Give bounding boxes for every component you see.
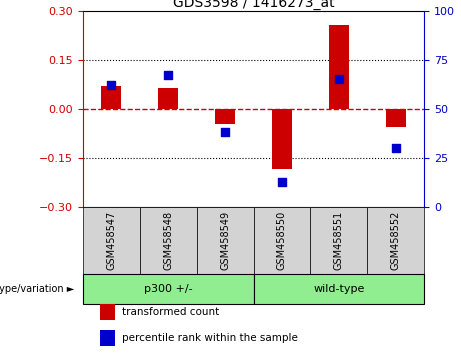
Bar: [254, 274, 424, 304]
Bar: [83, 274, 254, 304]
Bar: [100, 304, 115, 320]
Point: [278, 179, 286, 184]
Text: transformed count: transformed count: [122, 307, 219, 318]
Bar: [272, 109, 292, 170]
Text: GSM458547: GSM458547: [106, 210, 117, 270]
Point: [392, 145, 399, 151]
Bar: [197, 207, 254, 274]
Bar: [140, 207, 197, 274]
Point: [108, 82, 115, 88]
Text: GSM458549: GSM458549: [220, 210, 230, 270]
Text: GSM458548: GSM458548: [163, 210, 173, 270]
Text: p300 +/-: p300 +/-: [144, 284, 193, 295]
Title: GDS3598 / 1416273_at: GDS3598 / 1416273_at: [173, 0, 334, 10]
Point: [165, 73, 172, 78]
Bar: [83, 207, 140, 274]
Bar: [310, 207, 367, 274]
Bar: [100, 330, 115, 346]
Bar: [158, 87, 178, 109]
Bar: [101, 86, 121, 109]
Bar: [386, 109, 406, 127]
Bar: [329, 25, 349, 109]
Text: wild-type: wild-type: [313, 284, 365, 295]
Bar: [215, 109, 235, 124]
Text: GSM458551: GSM458551: [334, 210, 344, 270]
Point: [221, 130, 229, 135]
Text: percentile rank within the sample: percentile rank within the sample: [122, 333, 298, 343]
Text: GSM458552: GSM458552: [390, 210, 401, 270]
Bar: [367, 207, 424, 274]
Text: GSM458550: GSM458550: [277, 210, 287, 270]
Point: [335, 76, 343, 82]
Text: genotype/variation ►: genotype/variation ►: [0, 284, 74, 295]
Bar: [254, 207, 310, 274]
